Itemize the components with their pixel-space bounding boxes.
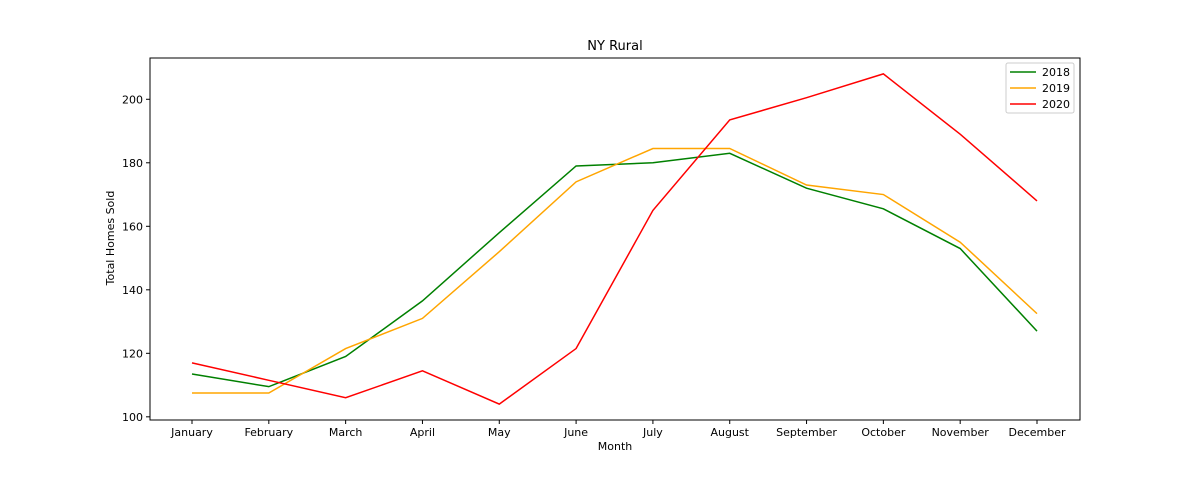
x-tick-label: July [642, 426, 663, 439]
x-tick-label: December [1008, 426, 1066, 439]
series-line-2018 [191, 152, 1038, 388]
x-tick-label: May [488, 426, 511, 439]
x-tick-label: October [861, 426, 905, 439]
x-tick-label: January [170, 426, 213, 439]
legend-label-2018: 2018 [1042, 66, 1070, 79]
y-axis-label: Total Homes Sold [104, 191, 117, 287]
y-tick-label: 120 [122, 347, 143, 360]
plot-frame [149, 57, 1081, 421]
series-line-2020 [191, 73, 1038, 405]
x-tick-label: March [329, 426, 363, 439]
x-tick-label: June [563, 426, 588, 439]
x-tick-label: April [410, 426, 435, 439]
x-tick-label: August [710, 426, 749, 439]
series-line-2019 [192, 147, 1038, 394]
y-tick-label: 180 [122, 157, 143, 170]
y-tick-label: 160 [122, 220, 143, 233]
plot-area: January February March April May June July Augu… [122, 57, 1081, 439]
x-tick-label: November [932, 426, 990, 439]
x-tick-label: February [244, 426, 293, 439]
y-tick-label: 140 [122, 284, 143, 297]
legend-label-2020: 2020 [1042, 98, 1070, 111]
legend-box [1005, 62, 1075, 114]
x-tick-label: September [776, 426, 837, 439]
chart-title: NY Rural [587, 39, 642, 54]
x-axis-label: Month [598, 440, 633, 453]
legend: 2018 2019 2020 [1005, 62, 1075, 114]
y-tick-label: 100 [122, 411, 143, 424]
legend-label-2019: 2019 [1042, 82, 1070, 95]
y-tick-label: 200 [122, 93, 143, 106]
